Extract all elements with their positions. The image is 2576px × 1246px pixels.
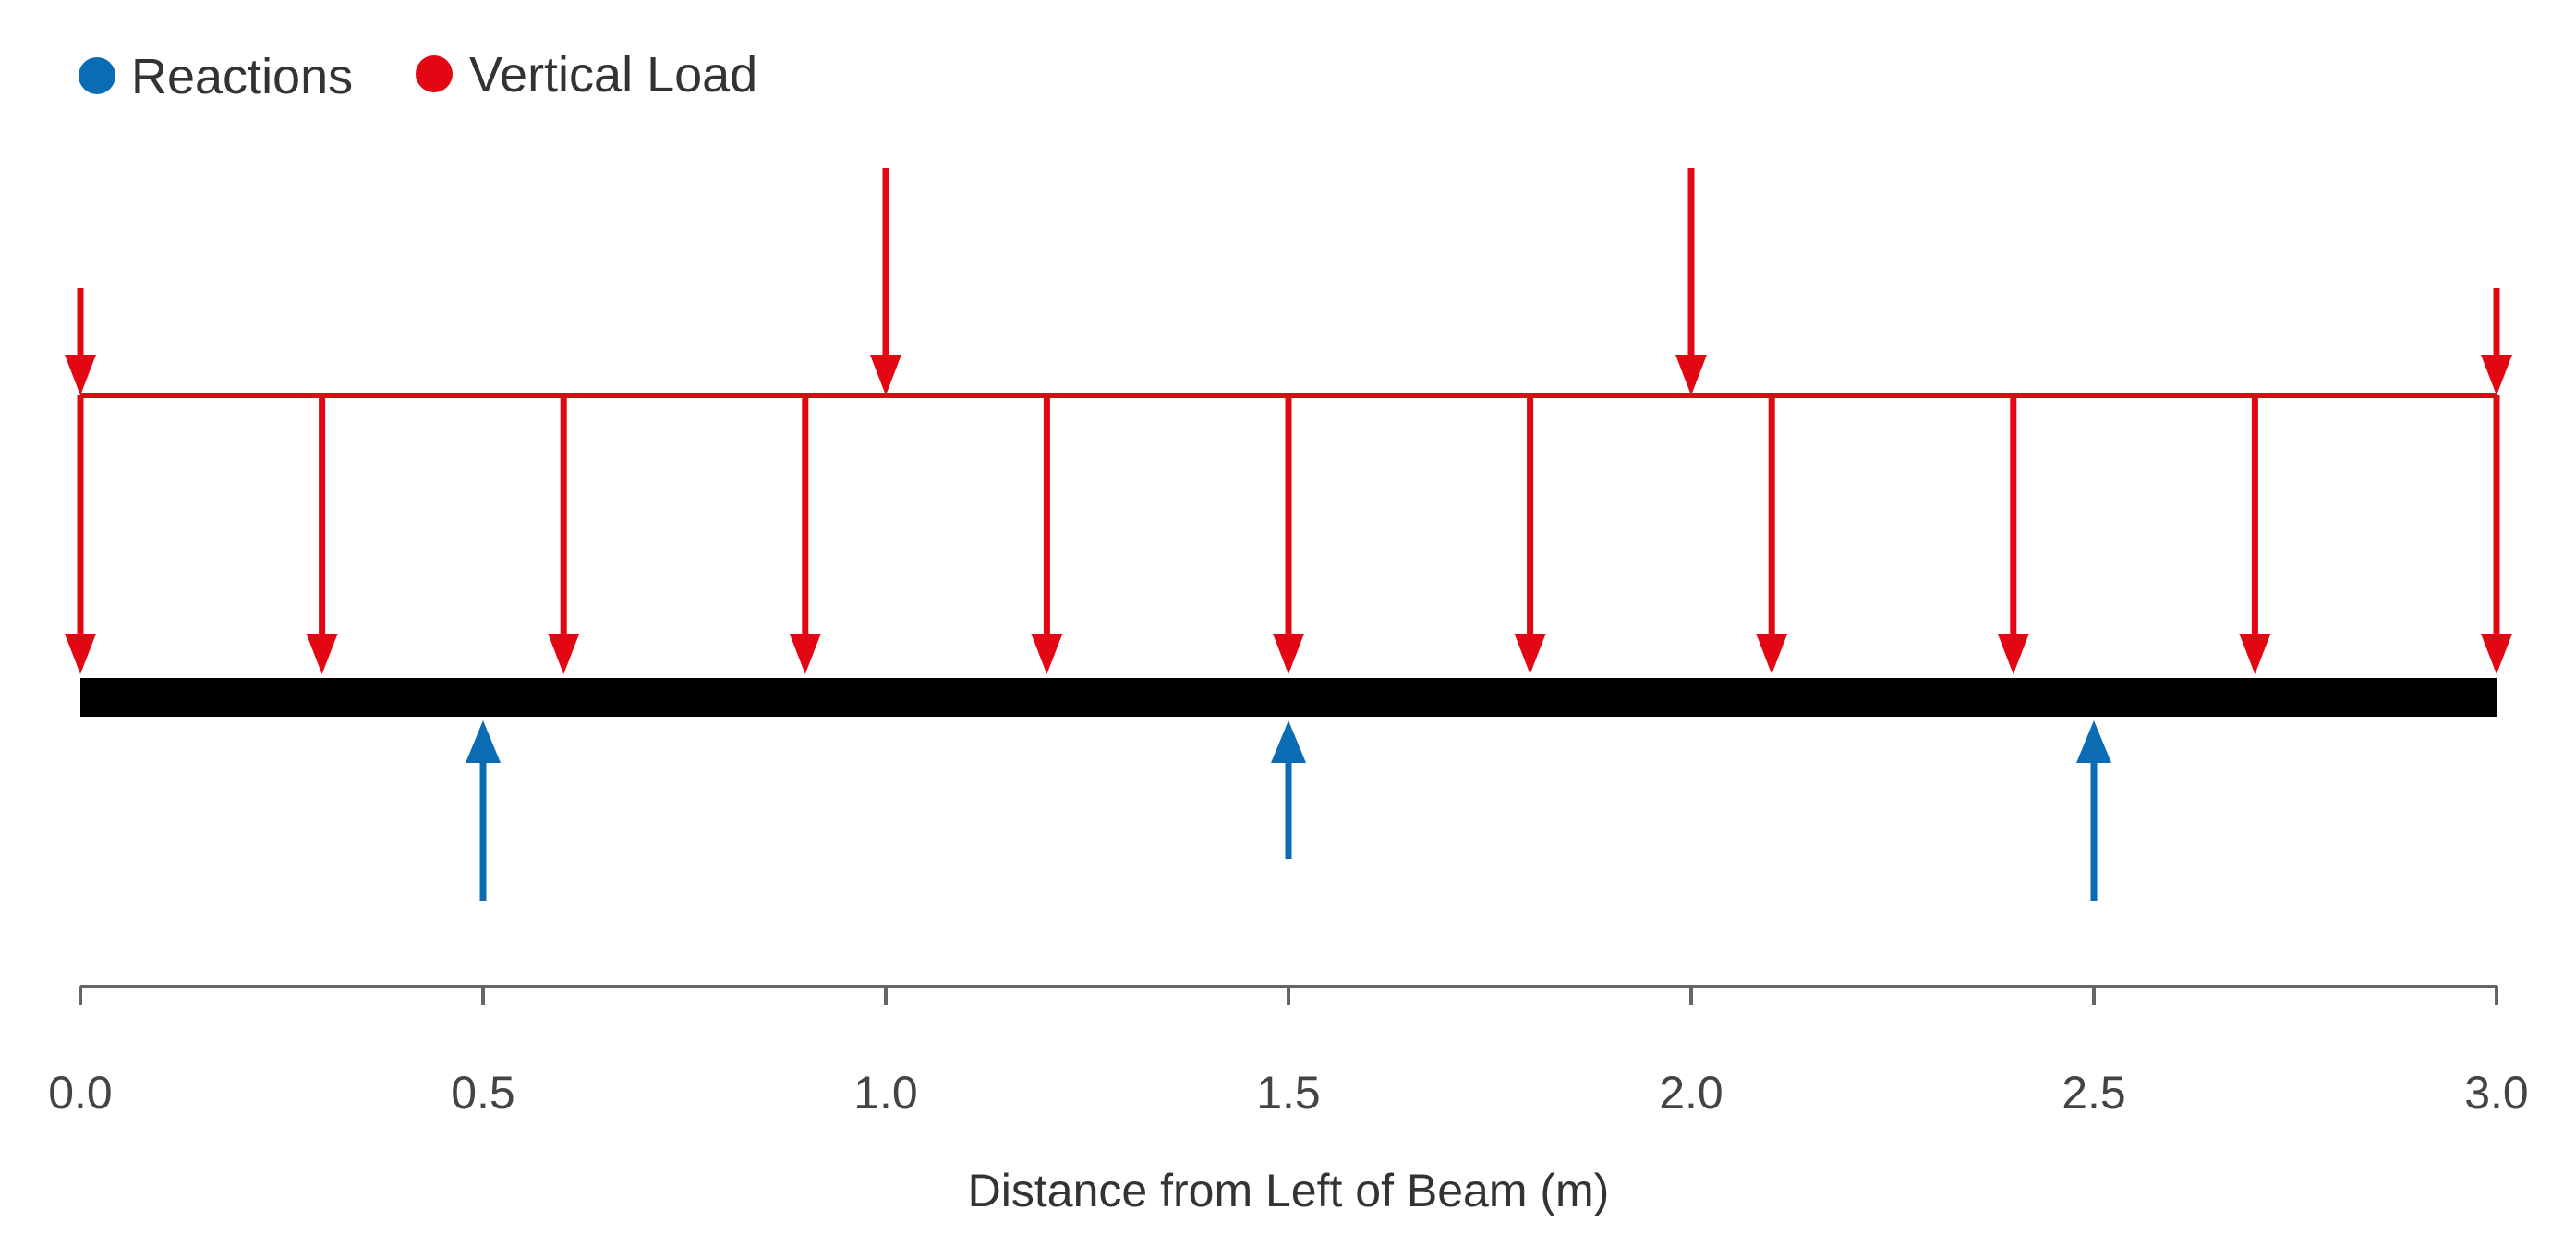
beam [80,678,2497,717]
distributed-load-arrow-0 [65,395,96,674]
distributed-load-arrow-8-head [1997,634,2029,674]
distributed-load-arrow-6 [1514,395,1546,674]
x-axis-tick-label-5: 2.5 [2062,1067,2126,1119]
distributed-load-arrow-5-head [1273,634,1304,674]
reaction-arrow-0 [466,720,501,901]
distributed-load-arrow-4 [1031,395,1063,674]
distributed-load-arrow-2 [548,395,580,674]
x-axis-tick-label-3: 1.5 [1256,1067,1321,1119]
x-axis-tick-label-0: 0.0 [48,1067,113,1119]
distributed-load-arrow-9-head [2239,634,2271,674]
reaction-arrow-1-head [1271,720,1306,763]
legend-marker-vertical-load [416,55,453,92]
point-load-arrow-0 [65,288,96,395]
x-axis: 0.0 0.5 1.0 1.5 2.0 2.5 3.0 Distance from Left… [48,985,2529,1216]
distributed-load-arrow-9 [2239,395,2271,674]
legend: Reactions Vertical Load [79,47,757,104]
legend-marker-reactions [79,57,115,94]
point-load-arrow-1-head [870,355,901,395]
distributed-load-arrow-1-head [306,634,338,674]
legend-label-reactions: Reactions [131,49,353,104]
distributed-load-arrow-0-head [65,634,96,674]
point-load-arrow-3 [2481,288,2512,395]
distributed-load-arrow-7 [1756,395,1788,674]
distributed-load-arrow-3-head [789,634,821,674]
distributed-load-arrow-7-head [1756,634,1788,674]
distributed-load-arrow-1 [306,395,338,674]
point-load-arrow-3-head [2481,355,2512,395]
reaction-arrow-0-head [466,720,501,763]
distributed-load-arrow-10-head [2481,634,2512,674]
x-axis-tick-label-4: 2.0 [1659,1067,1723,1119]
legend-label-vertical-load: Vertical Load [469,47,757,103]
distributed-load-arrow-8 [1997,395,2029,674]
x-axis-tick-label-2: 1.0 [853,1067,918,1119]
distributed-load-arrow-3 [789,395,821,674]
reaction-arrow-2-head [2076,720,2111,763]
point-load-arrow-0-head [65,355,96,395]
reaction-arrow-2 [2076,720,2111,901]
distributed-load-arrow-4-head [1031,634,1063,674]
loads-layer [65,168,2512,674]
x-axis-tick-label-1: 0.5 [451,1067,515,1119]
point-load-arrow-1 [870,168,901,395]
distributed-load-arrow-2-head [548,634,580,674]
point-load-arrow-2-head [1675,355,1707,395]
x-axis-ticks: 0.0 0.5 1.0 1.5 2.0 2.5 3.0 [48,986,2529,1119]
x-axis-title: Distance from Left of Beam (m) [968,1165,1610,1216]
point-load-arrow-2 [1675,168,1707,395]
reactions-layer [466,720,2111,901]
distributed-load-arrow-5 [1273,395,1304,674]
reaction-arrow-1 [1271,720,1306,859]
distributed-load-arrow-6-head [1514,634,1546,674]
x-axis-tick-label-6: 3.0 [2464,1067,2529,1119]
distributed-load-arrow-10 [2481,395,2512,674]
